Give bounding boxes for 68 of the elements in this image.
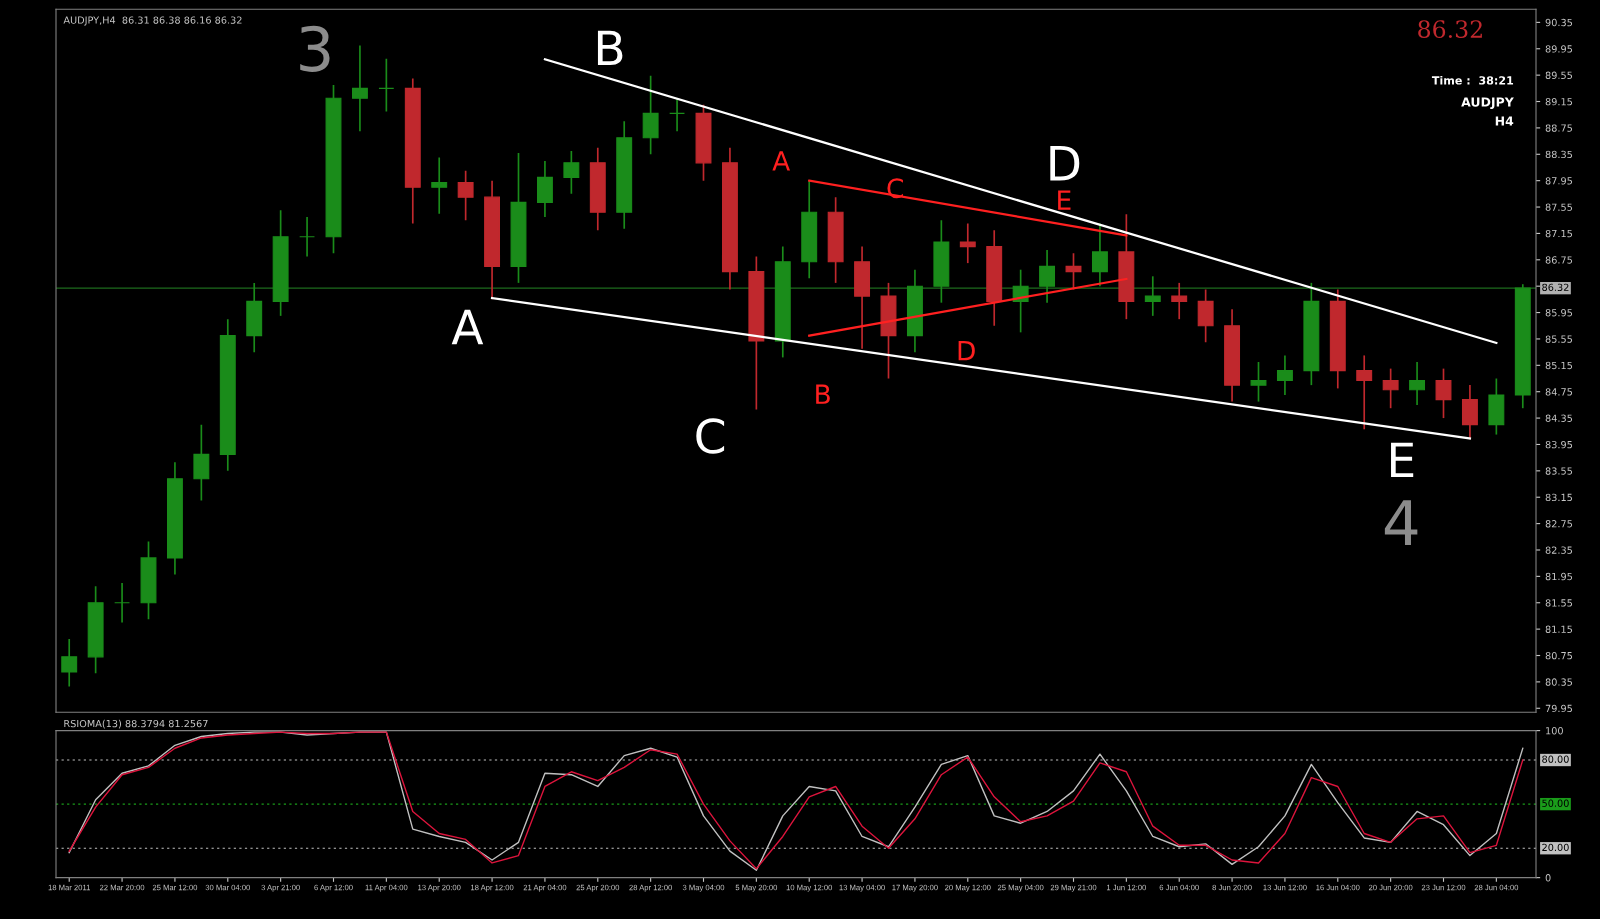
annotation: 3 <box>300 25 330 72</box>
y-tick-label: 85.55 <box>1545 335 1573 343</box>
y-tick-label: 100 <box>1546 727 1563 735</box>
y-tick-label: 79.95 <box>1545 704 1573 713</box>
y-tick-label: 81.95 <box>1545 572 1573 581</box>
y-tick-label: 89.95 <box>1545 45 1573 53</box>
candlestick <box>61 638 78 688</box>
candlestick <box>1276 354 1293 396</box>
y-tick-label: 83.15 <box>1545 493 1573 502</box>
y-tick-label: 88.35 <box>1545 150 1573 159</box>
y-tick-label: 82.75 <box>1545 520 1573 528</box>
annotation: AUDJPY <box>1461 97 1514 110</box>
candlestick <box>351 44 368 133</box>
ref-line-label: 80.00 <box>1542 755 1569 763</box>
annotation: 86.32 <box>1418 20 1482 39</box>
y-tick-label: 87.55 <box>1545 203 1573 211</box>
candlestick <box>431 156 448 215</box>
y-tick-label: 87.95 <box>1545 177 1573 185</box>
annotation: A <box>772 151 791 171</box>
annotation: B <box>816 384 830 404</box>
candlestick <box>1382 367 1399 410</box>
y-tick-label: 85.15 <box>1545 361 1573 370</box>
y-tick-label: 81.55 <box>1545 599 1573 607</box>
annotation: A <box>451 309 484 345</box>
y-tick-label: 83.55 <box>1545 467 1573 475</box>
y-tick-label: 89.15 <box>1545 98 1573 106</box>
y-tick-label: 84.75 <box>1545 388 1573 396</box>
candlestick <box>1250 361 1267 403</box>
y-tick-label: 87.15 <box>1545 229 1573 238</box>
candlestick <box>114 582 131 624</box>
annotation: C <box>696 418 725 454</box>
annotation: D <box>1050 145 1080 181</box>
ref-line-label: 50.00 <box>1542 799 1569 807</box>
candlestick <box>457 169 474 222</box>
y-tick-label: 85.95 <box>1545 309 1573 317</box>
text: AUDJPY,H4 86.31 86.38 86.16 86.32 <box>63 16 242 26</box>
annotation: B <box>597 30 623 66</box>
candlestick <box>1356 354 1373 431</box>
y-tick-label: 80.35 <box>1545 678 1573 686</box>
y-tick-label: 82.35 <box>1545 546 1573 554</box>
candlestick <box>563 150 580 195</box>
candlestick <box>378 57 395 113</box>
y-tick-label: 84.35 <box>1545 414 1573 422</box>
y-tick-label: 83.95 <box>1545 440 1573 449</box>
annotation: Time : 38:21 <box>1431 75 1514 85</box>
candlestick <box>959 222 976 264</box>
y-tick-label: 81.15 <box>1545 625 1573 633</box>
candlestick <box>669 97 686 133</box>
candlestick <box>1435 367 1452 419</box>
candlestick <box>1144 275 1161 317</box>
y-tick-label: 86.75 <box>1545 256 1573 264</box>
ref-line-label: 20.00 <box>1542 843 1569 852</box>
ref-line-label: 86.32 <box>1542 283 1569 291</box>
annotation: E <box>1058 190 1071 210</box>
candlestick <box>299 216 316 258</box>
y-tick-label: 0 <box>1545 874 1551 882</box>
candlestick <box>1039 249 1056 304</box>
y-tick-label: 89.55 <box>1545 71 1573 79</box>
annotation: E <box>1391 442 1414 478</box>
y-tick-label: 90.35 <box>1545 18 1573 27</box>
annotation: D <box>958 341 975 361</box>
candlestick <box>1409 361 1426 406</box>
y-tick-label: 88.75 <box>1545 124 1573 132</box>
y-tick-label: 80.75 <box>1545 651 1573 660</box>
annotation: 4 <box>1384 500 1418 545</box>
candlestick <box>1171 282 1188 320</box>
annotation: H4 <box>1495 116 1514 126</box>
chart-title: RSIOMA(13) 88.3794 81.2567 <box>64 719 208 729</box>
